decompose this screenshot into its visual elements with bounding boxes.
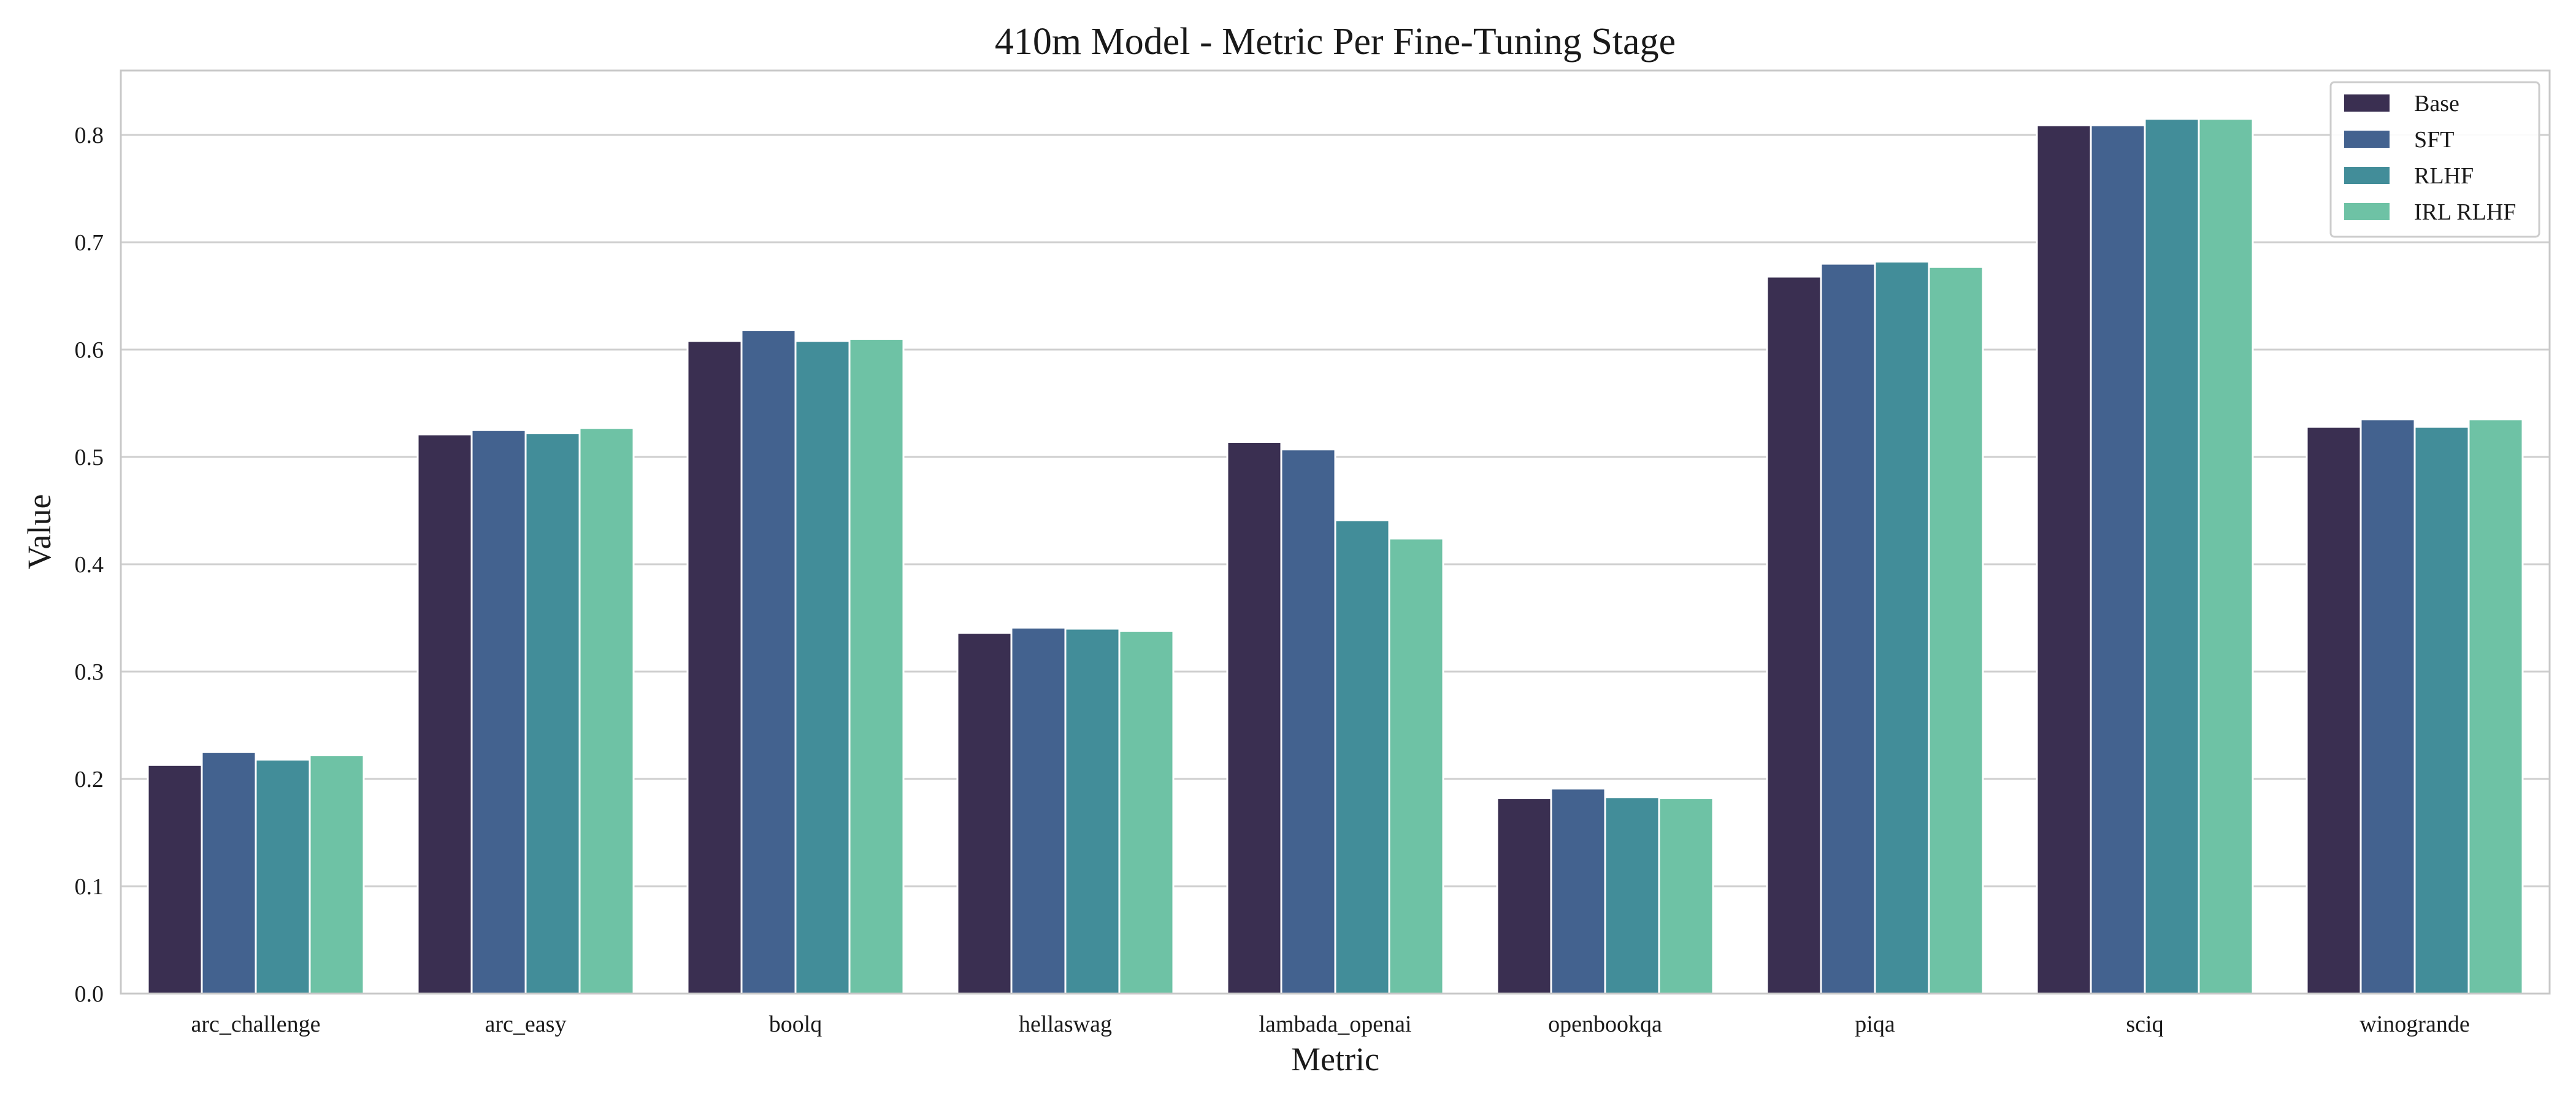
bar-boolq-irl-rlhf xyxy=(848,338,905,995)
x-axis-label: Metric xyxy=(1291,1041,1379,1078)
x-tick-label: lambada_openai xyxy=(1259,1011,1411,1037)
bar-boolq-base xyxy=(686,340,743,995)
legend-label: IRL RLHF xyxy=(2414,199,2516,225)
x-tick-label: boolq xyxy=(769,1011,822,1037)
y-tick-label: 0.2 xyxy=(75,767,104,792)
x-tick-label: winogrande xyxy=(2359,1011,2469,1037)
legend: Base SFT RLHF IRL RLHF xyxy=(2329,81,2540,238)
plot-frame xyxy=(120,69,2551,995)
bar-sciq-irl-rlhf xyxy=(2198,118,2254,995)
bar-sciq-rlhf xyxy=(2144,118,2200,995)
y-tick-label: 0.8 xyxy=(75,123,104,148)
bar-winogrande-base xyxy=(2306,426,2362,995)
bar-lambada-openai-rlhf xyxy=(1334,519,1390,995)
bar-boolq-rlhf xyxy=(794,340,851,995)
bar-arc-easy-irl-rlhf xyxy=(578,427,635,995)
bar-hellaswag-sft xyxy=(1010,626,1067,995)
y-tick-label: 0.1 xyxy=(75,874,104,900)
x-tick-label: sciq xyxy=(2126,1011,2163,1037)
y-tick-label: 0.5 xyxy=(75,445,104,470)
x-tick-label: openbookqa xyxy=(1548,1011,1662,1037)
legend-swatch xyxy=(2344,167,2390,184)
bar-arc-challenge-base xyxy=(147,764,203,995)
legend-swatch xyxy=(2344,94,2390,112)
bar-sciq-base xyxy=(2036,124,2092,995)
legend-label: Base xyxy=(2414,91,2459,117)
bar-lambada-openai-irl-rlhf xyxy=(1388,537,1444,995)
legend-label: SFT xyxy=(2414,127,2454,153)
bars xyxy=(147,118,2524,995)
bar-openbookqa-irl-rlhf xyxy=(1658,797,1714,995)
legend-swatch xyxy=(2344,203,2390,220)
bar-openbookqa-rlhf xyxy=(1604,796,1660,995)
y-tick-label: 0.3 xyxy=(75,659,104,685)
bar-arc-challenge-sft xyxy=(201,751,257,995)
bar-piqa-base xyxy=(1766,275,1822,995)
bar-openbookqa-base xyxy=(1496,797,1552,995)
bar-arc-easy-sft xyxy=(470,429,527,995)
y-tick-labels: 0.0 0.1 0.2 0.3 0.4 0.5 0.6 0.7 0.8 xyxy=(75,123,104,1007)
y-axis-label: Value xyxy=(21,494,58,570)
y-tick-label: 0.6 xyxy=(75,337,104,363)
bar-arc-challenge-rlhf xyxy=(255,759,311,995)
x-tick-label: hellaswag xyxy=(1019,1011,1112,1037)
bar-lambada-openai-sft xyxy=(1280,448,1336,995)
bar-piqa-irl-rlhf xyxy=(1928,266,1984,995)
bar-sciq-sft xyxy=(2090,124,2146,995)
x-tick-label: piqa xyxy=(1855,1011,1895,1037)
bar-hellaswag-irl-rlhf xyxy=(1118,630,1175,995)
x-tick-labels: arc_challenge arc_easy boolq hellaswag lamba… xyxy=(191,1011,2470,1037)
bar-hellaswag-rlhf xyxy=(1064,627,1121,995)
x-tick-label: arc_easy xyxy=(485,1011,567,1037)
legend-label: RLHF xyxy=(2414,163,2474,189)
bar-arc-challenge-irl-rlhf xyxy=(309,754,365,995)
bar-boolq-sft xyxy=(740,329,797,995)
bar-piqa-rlhf xyxy=(1874,261,1930,995)
y-tick-label: 0.0 xyxy=(75,981,104,1007)
bar-arc-easy-rlhf xyxy=(524,432,581,995)
chart-title: 410m Model - Metric Per Fine-Tuning Stag… xyxy=(995,21,1676,63)
bar-piqa-sft xyxy=(1820,263,1876,995)
x-tick-label: arc_challenge xyxy=(191,1011,321,1037)
legend-swatch xyxy=(2344,131,2390,148)
bar-winogrande-irl-rlhf xyxy=(2467,418,2524,995)
bar-arc-easy-base xyxy=(416,433,473,995)
bar-lambada-openai-base xyxy=(1226,441,1282,995)
y-tick-label: 0.7 xyxy=(75,230,104,256)
bar-openbookqa-sft xyxy=(1550,788,1606,995)
legend-box xyxy=(2329,81,2540,238)
bar-winogrande-sft xyxy=(2359,418,2416,995)
bar-hellaswag-base xyxy=(956,632,1013,995)
y-tick-label: 0.4 xyxy=(75,552,104,578)
bar-winogrande-rlhf xyxy=(2413,426,2470,995)
